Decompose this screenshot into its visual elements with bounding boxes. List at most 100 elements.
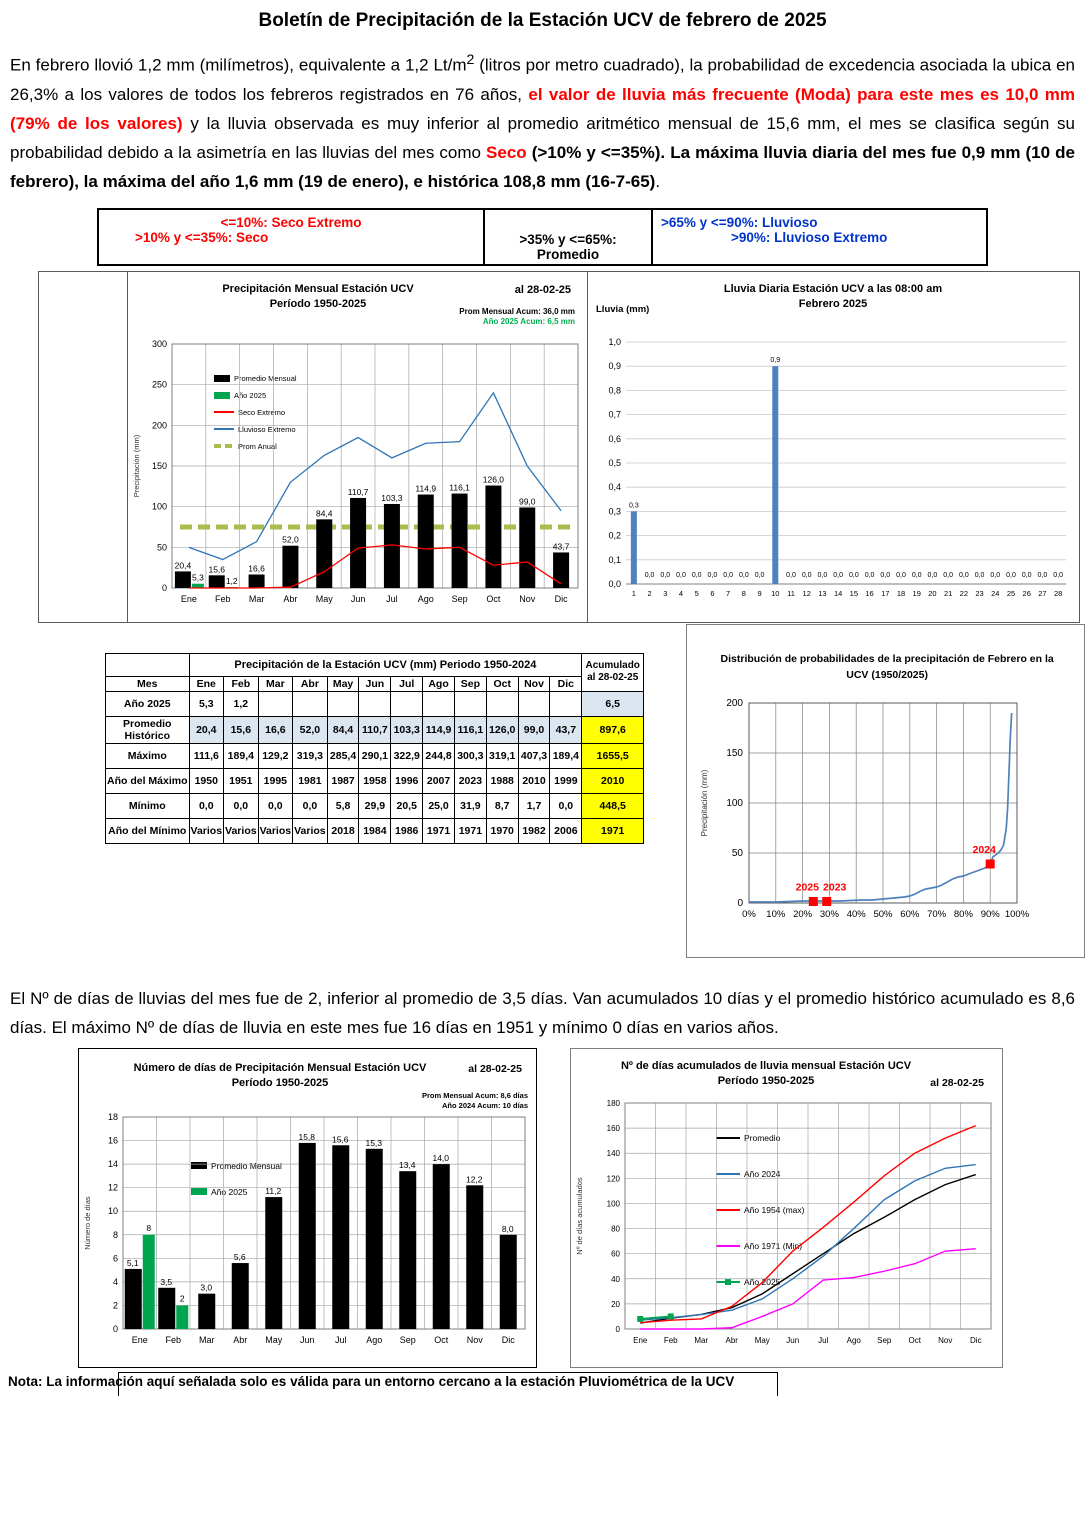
days-of-precipitation-svg: 0 2 4 6 8 10 12 14 16 18 5,1 3,5 3,0 5,6 11,2 15,8 15,6 1… bbox=[83, 1112, 526, 1345]
table-cell: 1988 bbox=[485, 767, 519, 794]
table-cell: 290,1 bbox=[358, 742, 392, 769]
svg-text:0,0: 0,0 bbox=[755, 572, 765, 579]
daily-rain-svg: 0,0 0,1 0,2 0,3 0,4 0,5 0,6 0,7 0,8 0,9 1,0 0,3 0,0 0… bbox=[608, 337, 1066, 598]
svg-text:27: 27 bbox=[1038, 589, 1046, 598]
svg-text:160: 160 bbox=[607, 1124, 621, 1133]
table-cell: 189,4 bbox=[223, 742, 259, 769]
table-cell: 116,1 bbox=[453, 715, 487, 744]
row-label: Promedio Histórico bbox=[105, 715, 190, 744]
svg-text:15,3: 15,3 bbox=[365, 1137, 382, 1147]
monthly-precipitation-svg: 0 50 100 150 200 250 300 20,4 15,6 16,6 52,0 84,4 11… bbox=[132, 339, 579, 604]
svg-text:Jul: Jul bbox=[818, 1336, 828, 1345]
svg-text:50: 50 bbox=[732, 848, 744, 859]
svg-text:0,0: 0,0 bbox=[928, 572, 938, 579]
table-cell: 110,7 bbox=[358, 715, 392, 744]
svg-text:80: 80 bbox=[611, 1224, 620, 1233]
svg-text:12: 12 bbox=[803, 589, 811, 598]
table-cell: 103,3 bbox=[390, 715, 424, 744]
table-cell: 20,4 bbox=[188, 715, 225, 744]
table-cell: 1958 bbox=[358, 767, 392, 794]
svg-text:May: May bbox=[755, 1336, 770, 1345]
svg-text:300: 300 bbox=[152, 339, 167, 349]
svg-text:5,1: 5,1 bbox=[127, 1258, 139, 1268]
legend-item: Prom Anual bbox=[214, 442, 297, 451]
svg-text:Mar: Mar bbox=[249, 594, 265, 604]
table-cell: 111,6 bbox=[188, 742, 225, 769]
svg-text:24: 24 bbox=[991, 589, 999, 598]
svg-text:Oct: Oct bbox=[486, 594, 501, 604]
table-cell: Varios bbox=[292, 817, 328, 844]
svg-text:Sep: Sep bbox=[400, 1335, 416, 1345]
svg-text:0,0: 0,0 bbox=[912, 572, 922, 579]
svg-text:2: 2 bbox=[180, 1293, 185, 1303]
table-cell: 52,0 bbox=[292, 715, 328, 744]
svg-text:15,6: 15,6 bbox=[208, 564, 225, 574]
svg-text:Feb: Feb bbox=[215, 594, 231, 604]
svg-text:0,0: 0,0 bbox=[1006, 572, 1016, 579]
svg-text:14,0: 14,0 bbox=[432, 1153, 449, 1163]
acum-cell: 448,5 bbox=[581, 792, 645, 819]
label-seco-extremo: <=10%: Seco Extremo bbox=[220, 214, 362, 230]
p1-highlight-seco: Seco bbox=[486, 142, 527, 162]
superscript-2: 2 bbox=[466, 52, 475, 68]
green-bar-swatch-icon bbox=[191, 1188, 207, 1196]
svg-text:1: 1 bbox=[632, 589, 636, 598]
svg-text:12,2: 12,2 bbox=[466, 1174, 483, 1184]
legend-item: Año 1954 (max) bbox=[716, 1205, 804, 1215]
svg-text:7: 7 bbox=[726, 589, 730, 598]
table-cell: 20,5 bbox=[390, 792, 424, 819]
svg-text:Nov: Nov bbox=[938, 1336, 952, 1345]
svg-text:90%: 90% bbox=[981, 909, 1001, 920]
svg-text:150: 150 bbox=[152, 461, 167, 471]
svg-text:20: 20 bbox=[928, 589, 936, 598]
svg-text:Ene: Ene bbox=[633, 1336, 648, 1345]
svg-text:84,4: 84,4 bbox=[316, 508, 333, 518]
svg-text:0,1: 0,1 bbox=[608, 554, 621, 564]
svg-text:4: 4 bbox=[679, 589, 683, 598]
chart-title-daily: Lluvia Diaria Estación UCV a las 08:00 a… bbox=[648, 282, 1018, 312]
table-cell: 16,6 bbox=[257, 715, 294, 744]
table-row: Año 2025 5,3 1,2 6,5 bbox=[105, 690, 645, 717]
svg-text:0,0: 0,0 bbox=[865, 572, 875, 579]
table-cell: 2018 bbox=[326, 817, 360, 844]
svg-text:18: 18 bbox=[108, 1112, 118, 1122]
legend-item: Año 2025 bbox=[214, 391, 297, 400]
table-cell: 407,3 bbox=[517, 742, 551, 769]
svg-text:Ene: Ene bbox=[132, 1335, 148, 1345]
p1-seg6: (>10% y <=35%). bbox=[526, 142, 671, 162]
svg-text:Jun: Jun bbox=[786, 1336, 799, 1345]
svg-text:140: 140 bbox=[607, 1149, 621, 1158]
probability-distribution-svg: 0 50 100 150 200 2025 2023 2024 0% 10% 20% 30% 40% 50… bbox=[700, 698, 1030, 920]
table-cell: 0,0 bbox=[257, 792, 294, 819]
black-bar-swatch-icon bbox=[214, 374, 230, 382]
legend-item: Año 2024 bbox=[716, 1169, 804, 1179]
row-label: Año del Máximo bbox=[105, 767, 190, 794]
classification-cell-promedio: >35% y <=65%: Promedio bbox=[485, 209, 653, 264]
svg-text:26: 26 bbox=[1023, 589, 1031, 598]
svg-text:3,0: 3,0 bbox=[200, 1282, 212, 1292]
svg-text:60%: 60% bbox=[900, 909, 920, 920]
svg-text:17: 17 bbox=[881, 589, 889, 598]
table-cell: 2007 bbox=[422, 767, 455, 794]
svg-text:0,2: 0,2 bbox=[608, 530, 621, 540]
as-of-date: al 28-02-25 bbox=[930, 1076, 984, 1089]
svg-text:0: 0 bbox=[738, 898, 744, 909]
table-cell: 129,2 bbox=[257, 742, 294, 769]
svg-text:6: 6 bbox=[113, 1253, 118, 1263]
svg-text:19: 19 bbox=[913, 589, 921, 598]
table-cell: 0,0 bbox=[188, 792, 225, 819]
svg-text:10: 10 bbox=[771, 589, 779, 598]
svg-text:10: 10 bbox=[108, 1206, 118, 1216]
col-header-mes: Mes bbox=[105, 675, 190, 692]
svg-text:9: 9 bbox=[757, 589, 761, 598]
table-cell bbox=[549, 690, 583, 717]
svg-text:0,0: 0,0 bbox=[692, 572, 702, 579]
svg-text:0,3: 0,3 bbox=[608, 506, 621, 516]
svg-text:2025: 2025 bbox=[796, 881, 820, 893]
classification-table: <=10%: Seco Extremo >10% y <=35%: Seco >… bbox=[97, 207, 988, 266]
svg-text:Jun: Jun bbox=[351, 594, 366, 604]
chart-title-line2: Febrero 2025 bbox=[798, 297, 868, 310]
svg-text:22: 22 bbox=[960, 589, 968, 598]
table-cell: 2006 bbox=[549, 817, 583, 844]
svg-text:23: 23 bbox=[975, 589, 983, 598]
